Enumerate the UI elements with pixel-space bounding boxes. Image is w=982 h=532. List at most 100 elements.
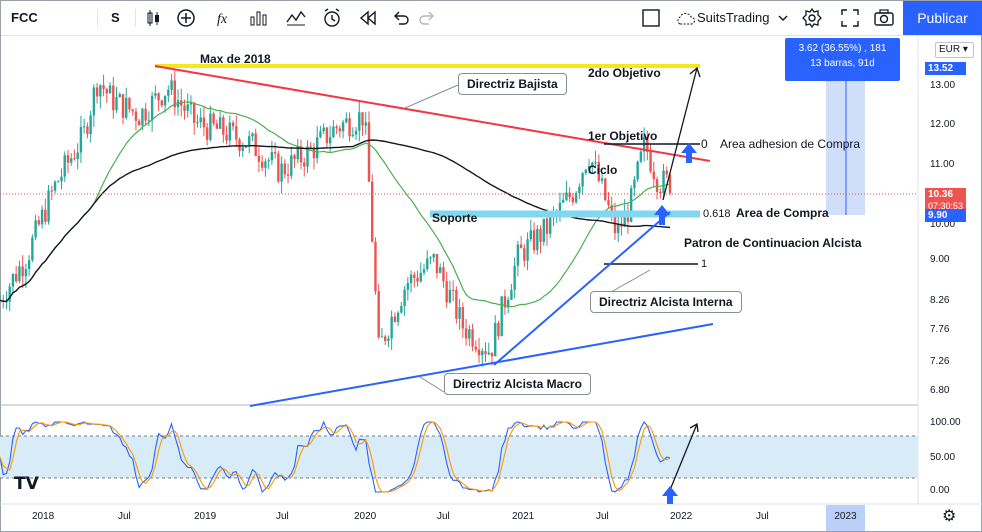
candle-body: [565, 192, 568, 200]
svg-text:fx: fx: [217, 12, 228, 27]
candle-body: [597, 162, 600, 181]
buy-arrow-icon: [662, 486, 678, 504]
candle-body: [231, 122, 235, 127]
candle-body: [40, 209, 44, 225]
candle-body: [89, 115, 92, 135]
candle-body: [273, 152, 277, 154]
candle-body: [438, 267, 442, 273]
candle-body: [50, 190, 53, 192]
settings-icon[interactable]: ⚙: [942, 508, 957, 525]
candle-body: [99, 85, 102, 97]
candle-body: [374, 241, 377, 292]
candle-body: [409, 274, 413, 284]
interval-button[interactable]: S: [111, 10, 120, 25]
bars-icon[interactable]: [248, 7, 270, 29]
candle-body: [383, 336, 387, 341]
indicators-icon[interactable]: [285, 7, 307, 29]
candle-body: [244, 146, 248, 148]
undo-icon[interactable]: [390, 7, 412, 29]
candle-body: [92, 87, 96, 116]
measure-tooltip: 3.62 (36.55%) , 181 13 barras, 91d: [785, 38, 900, 81]
candle-body: [613, 210, 617, 234]
chevron-down-icon[interactable]: [777, 11, 789, 33]
max-2018-label: Max de 2018: [200, 52, 271, 66]
redo-icon[interactable]: [416, 7, 438, 29]
price-tick: 7.26: [930, 356, 950, 367]
candle-body: [296, 146, 299, 160]
area-compra-label: Area de Compra: [736, 206, 829, 220]
publish-button[interactable]: Publicar: [903, 1, 982, 35]
candle-body: [86, 126, 89, 135]
candle-body: [594, 162, 597, 164]
candle-body: [167, 89, 170, 96]
candle-body: [503, 296, 507, 308]
symbol-label[interactable]: FCC: [11, 10, 38, 25]
candle-body: [629, 188, 633, 222]
fullscreen-icon[interactable]: [839, 7, 861, 29]
candle-body: [82, 126, 86, 128]
candle-body: [63, 155, 66, 177]
osc-projection-arrowhead: [689, 422, 699, 433]
candle-body: [264, 161, 267, 168]
candle-body: [44, 209, 47, 222]
candle-body: [607, 200, 610, 206]
add-icon[interactable]: [175, 7, 197, 29]
currency-label: EUR: [939, 44, 961, 55]
candle-body: [429, 257, 432, 259]
candles-icon[interactable]: [142, 7, 164, 29]
settings-icon[interactable]: [801, 7, 823, 29]
candle-body: [561, 199, 565, 203]
candle-body: [484, 350, 487, 355]
fx-icon[interactable]: fx: [214, 7, 236, 29]
price-tick: 13.00: [930, 80, 956, 91]
candle-body: [309, 146, 312, 148]
candle-body: [160, 100, 164, 106]
candle-body: [539, 229, 542, 242]
candle-body: [199, 117, 202, 123]
replay-icon[interactable]: [357, 7, 379, 29]
cloud-label[interactable]: SuitsTrading: [697, 10, 770, 25]
currency-select[interactable]: EUR ▾: [935, 42, 974, 58]
candle-body: [623, 210, 626, 227]
candle-body: [458, 307, 461, 319]
candle-body: [649, 151, 652, 172]
candle-body: [303, 162, 306, 167]
candle-body: [102, 85, 105, 90]
directriz-alcista-macro-line: [249, 323, 714, 407]
candle-body: [76, 152, 79, 160]
candle-body: [652, 171, 656, 180]
candle-body: [131, 109, 134, 112]
candle-body: [205, 127, 209, 140]
candle-body: [267, 160, 270, 162]
projection-arrow: [662, 67, 698, 201]
osc-tick: 0.00: [930, 485, 950, 496]
camera-icon[interactable]: [873, 7, 895, 29]
cloud-icon[interactable]: [674, 8, 702, 30]
alert-icon[interactable]: [321, 7, 343, 29]
candle-body: [506, 299, 510, 308]
candle-body: [455, 289, 458, 319]
candle-body: [115, 97, 118, 111]
candle-body: [312, 147, 316, 159]
candle-body: [348, 118, 351, 137]
candle-body: [665, 170, 668, 175]
candle-body: [513, 265, 516, 290]
candle-body: [500, 296, 503, 337]
candle-body: [497, 322, 500, 337]
candle-body: [173, 80, 176, 108]
price-tick: 11.00: [930, 159, 955, 170]
candle-body: [57, 181, 60, 183]
candle-body: [121, 94, 125, 118]
candle-body: [481, 350, 484, 356]
osc-projection-arrow: [669, 423, 698, 491]
candle-body: [193, 102, 196, 123]
layout-icon[interactable]: [640, 7, 662, 29]
candle-body: [354, 130, 358, 135]
candle-body: [523, 248, 526, 261]
candle-body: [225, 134, 228, 141]
candle-body: [186, 104, 189, 111]
time-label: 2020: [354, 511, 377, 522]
candle-body: [73, 158, 76, 160]
candle-body: [636, 161, 639, 180]
